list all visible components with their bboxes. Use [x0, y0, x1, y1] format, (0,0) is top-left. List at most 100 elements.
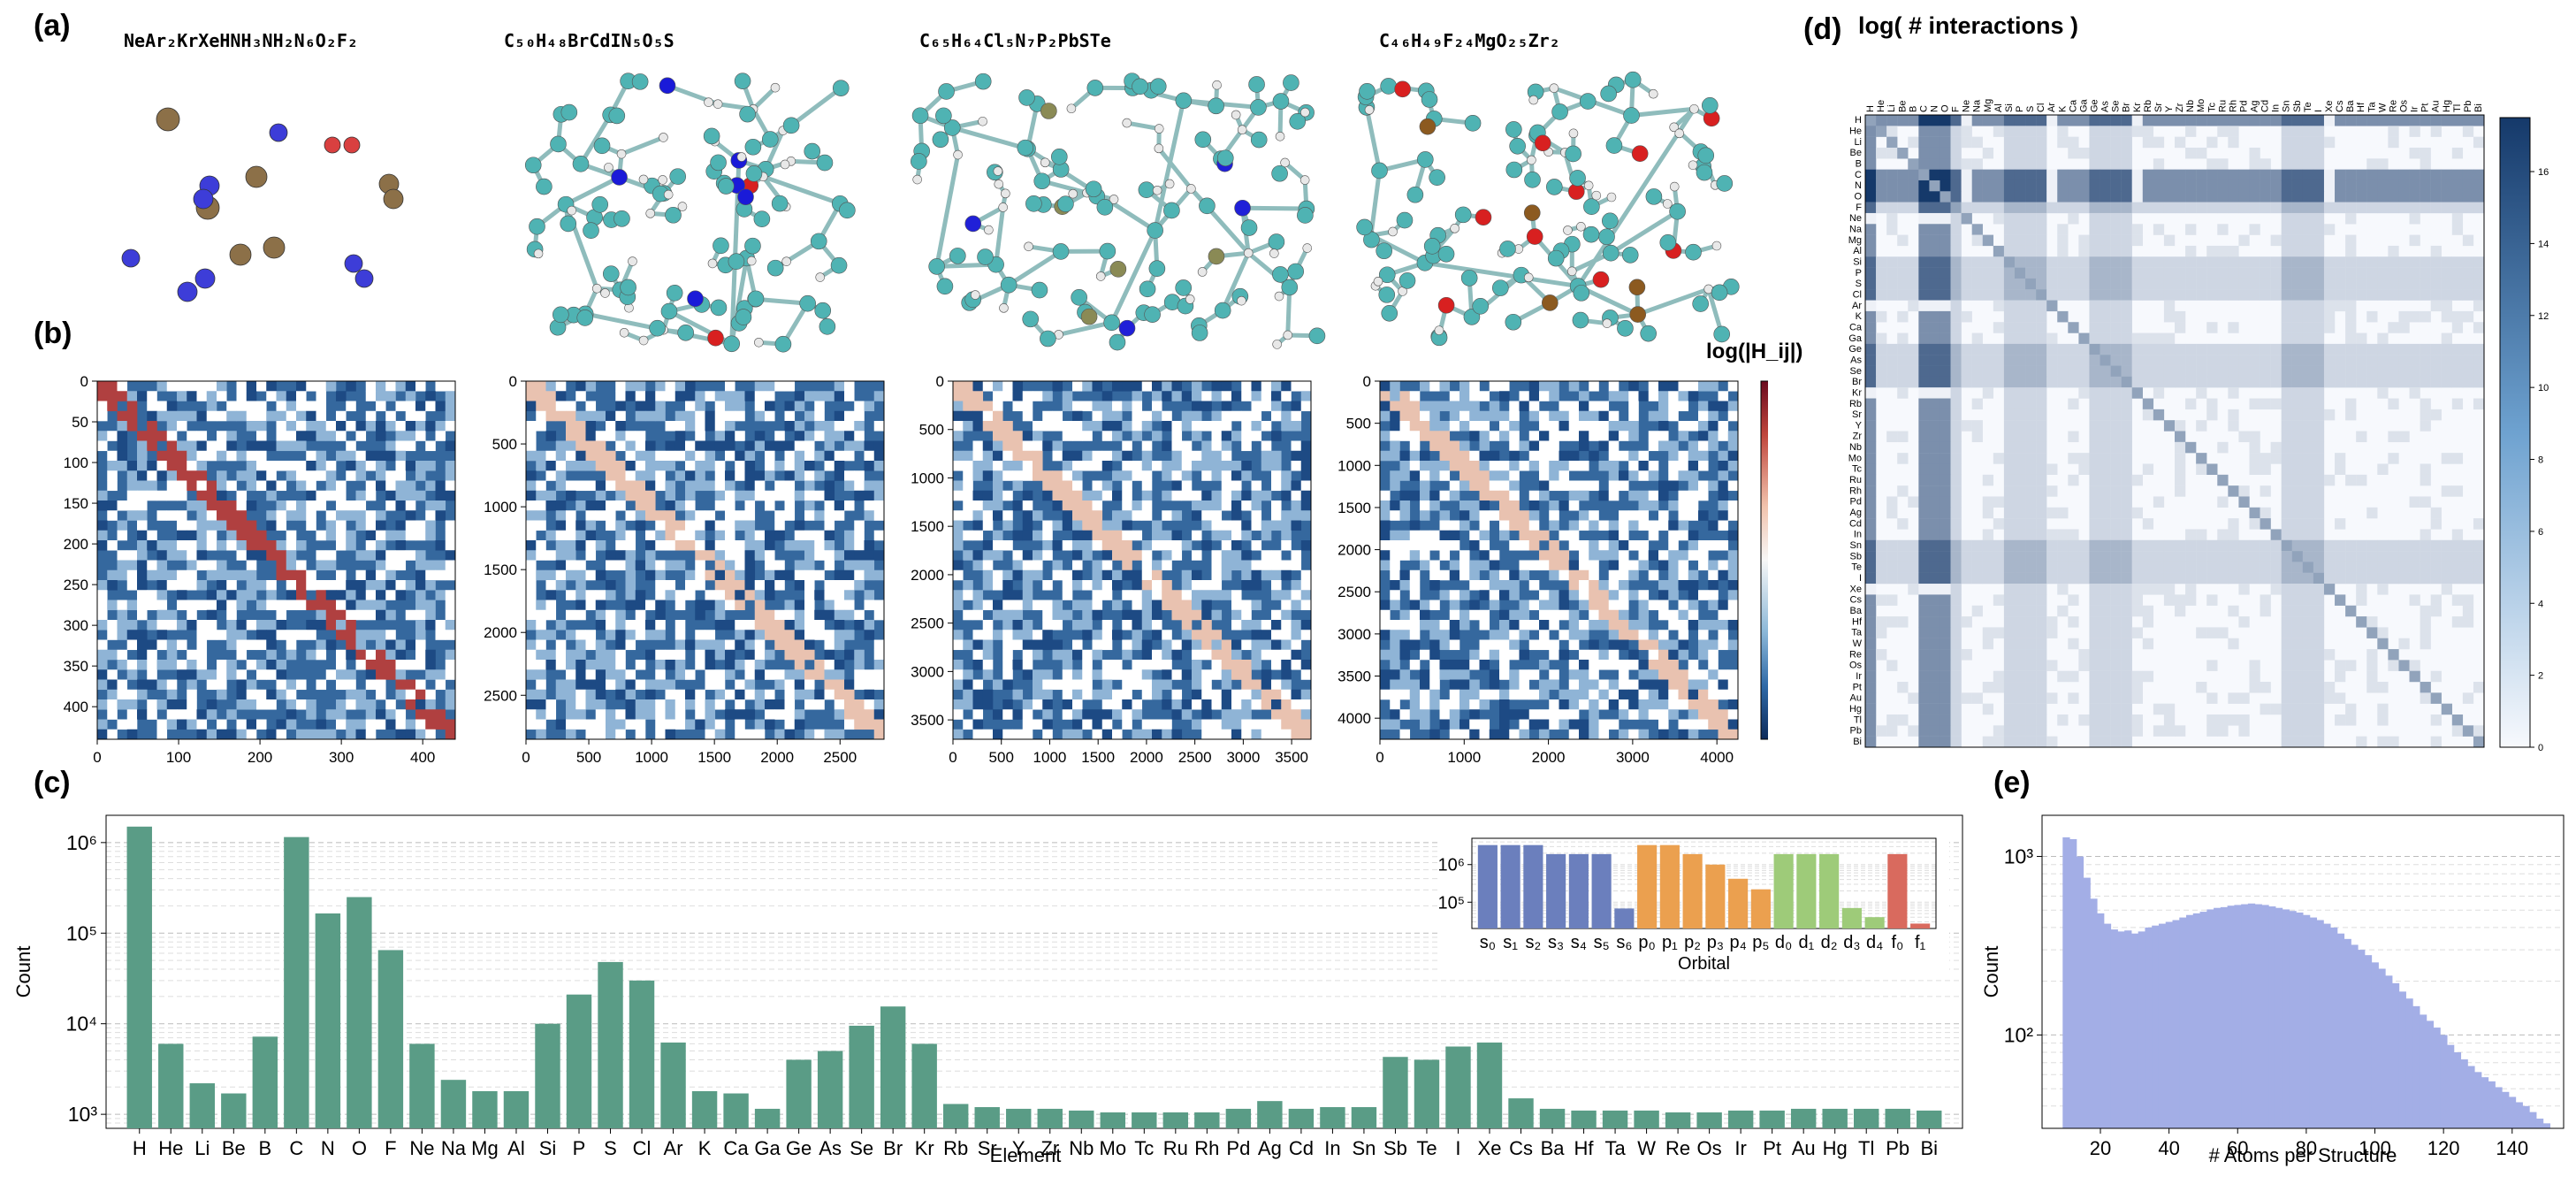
- matrix-cell: [844, 569, 855, 581]
- matrix-cell: [107, 649, 118, 661]
- heatmap-cell: [2388, 180, 2399, 192]
- atom-m4-75: [1713, 325, 1730, 343]
- matrix-cell: [1122, 540, 1132, 551]
- matrix-cell: [415, 381, 426, 392]
- matrix-cell: [1678, 530, 1689, 541]
- matrix-cell: [1300, 569, 1312, 581]
- atom-m3-30: [1214, 302, 1231, 319]
- matrix-cell: [1420, 410, 1430, 422]
- matrix-cell: [1648, 431, 1659, 441]
- matrix-ytick-label: 0: [80, 373, 88, 390]
- matrix-cell: [972, 609, 984, 621]
- matrix-cell: [1399, 709, 1411, 720]
- matrix-cell: [1062, 540, 1073, 551]
- matrix-cell: [615, 620, 626, 630]
- matrix-cell: [1231, 699, 1242, 710]
- matrix-cell: [1201, 440, 1212, 452]
- matrix-cell: [1132, 679, 1143, 691]
- heatmap-cell: [2228, 180, 2239, 192]
- heatmap-cell: [1876, 202, 1887, 214]
- matrix-cell: [1489, 550, 1500, 561]
- matrix-cell: [834, 699, 845, 710]
- matrix-cell: [1658, 590, 1669, 600]
- matrix-cell: [97, 381, 108, 392]
- matrix-cell: [754, 431, 766, 441]
- atom-m3-20: [1237, 125, 1247, 135]
- heatmap-cell: [2089, 147, 2100, 159]
- matrix-cell: [1072, 461, 1083, 471]
- matrix-cell: [1509, 510, 1520, 521]
- matrix-cell: [545, 470, 557, 481]
- matrix-cell: [1211, 510, 1223, 521]
- matrix-cell: [735, 709, 745, 720]
- matrix-cell: [1608, 490, 1620, 501]
- matrix-cell: [1708, 679, 1719, 691]
- matrix-cell: [1589, 719, 1599, 730]
- matrix-cell: [595, 660, 606, 670]
- matrix-cell: [1539, 630, 1550, 640]
- matrix-cell: [325, 669, 337, 680]
- matrix-cell: [1688, 709, 1699, 720]
- matrix-cell: [1122, 590, 1132, 600]
- matrix-cell: [953, 660, 964, 670]
- matrix-cell: [1409, 421, 1421, 432]
- heatmap-cell: [2110, 191, 2122, 202]
- matrix-cell: [575, 440, 586, 452]
- matrix-cell: [1082, 669, 1093, 680]
- matrix-cell: [854, 401, 865, 412]
- matrix-cell: [665, 689, 676, 700]
- heatmap-cell: [2217, 158, 2229, 170]
- matrix-cell: [246, 480, 257, 492]
- matrix-cell: [286, 699, 297, 710]
- matrix-cell: [1668, 560, 1679, 571]
- matrix-cell: [804, 669, 815, 680]
- matrix-cell: [873, 450, 885, 462]
- matrix-cell: [1439, 569, 1451, 581]
- molecule-formula-3: C₆₅H₆₄Cl₅N₇P₂PbSTe: [919, 30, 1111, 51]
- matrix-cell: [206, 530, 217, 541]
- matrix-cell: [794, 639, 805, 651]
- matrix-cell: [435, 709, 446, 720]
- matrix-cell: [1399, 510, 1411, 521]
- matrix-cell: [336, 649, 347, 661]
- matrix-cell: [1658, 510, 1669, 521]
- matrix-cell: [1152, 540, 1162, 551]
- matrix-cell: [615, 609, 626, 621]
- matrix-cell: [1688, 590, 1699, 600]
- matrix-cell: [1499, 639, 1510, 651]
- heatmap-cell: [1993, 169, 2005, 181]
- matrix-cell: [415, 461, 426, 471]
- matrix-cell: [1002, 639, 1013, 651]
- matrix-cell: [545, 569, 557, 581]
- atom-m3-70: [1149, 78, 1167, 96]
- matrix-cell: [725, 500, 735, 511]
- matrix-cell: [117, 410, 128, 422]
- matrix-cell: [405, 520, 416, 531]
- matrix-cell: [953, 679, 964, 691]
- matrix-cell: [325, 729, 337, 740]
- matrix-cell: [953, 391, 964, 401]
- matrix-cell: [346, 510, 356, 521]
- matrix-cell: [107, 450, 118, 462]
- matrix-cell: [566, 560, 576, 571]
- matrix-cell: [1479, 560, 1490, 571]
- matrix-cell: [1002, 660, 1013, 670]
- matrix-cell: [415, 630, 426, 640]
- matrix-cell: [545, 660, 557, 670]
- matrix-cell: [1420, 600, 1430, 611]
- matrix-cell: [376, 569, 386, 581]
- matrix-cell: [674, 431, 686, 441]
- matrix-cell: [1002, 609, 1013, 621]
- matrix-cell: [1479, 689, 1490, 700]
- matrix-cell: [107, 500, 118, 511]
- matrix-cell: [1022, 590, 1033, 600]
- matrix-cell: [963, 699, 973, 710]
- matrix-cell: [606, 450, 616, 462]
- matrix-cell: [1271, 630, 1282, 640]
- matrix-cell: [1589, 660, 1599, 670]
- matrix-cell: [1261, 719, 1272, 730]
- matrix-cell: [1509, 679, 1520, 691]
- matrix-cell: [1718, 709, 1729, 720]
- matrix-cell: [196, 719, 208, 730]
- heatmap-cell: [2430, 191, 2442, 202]
